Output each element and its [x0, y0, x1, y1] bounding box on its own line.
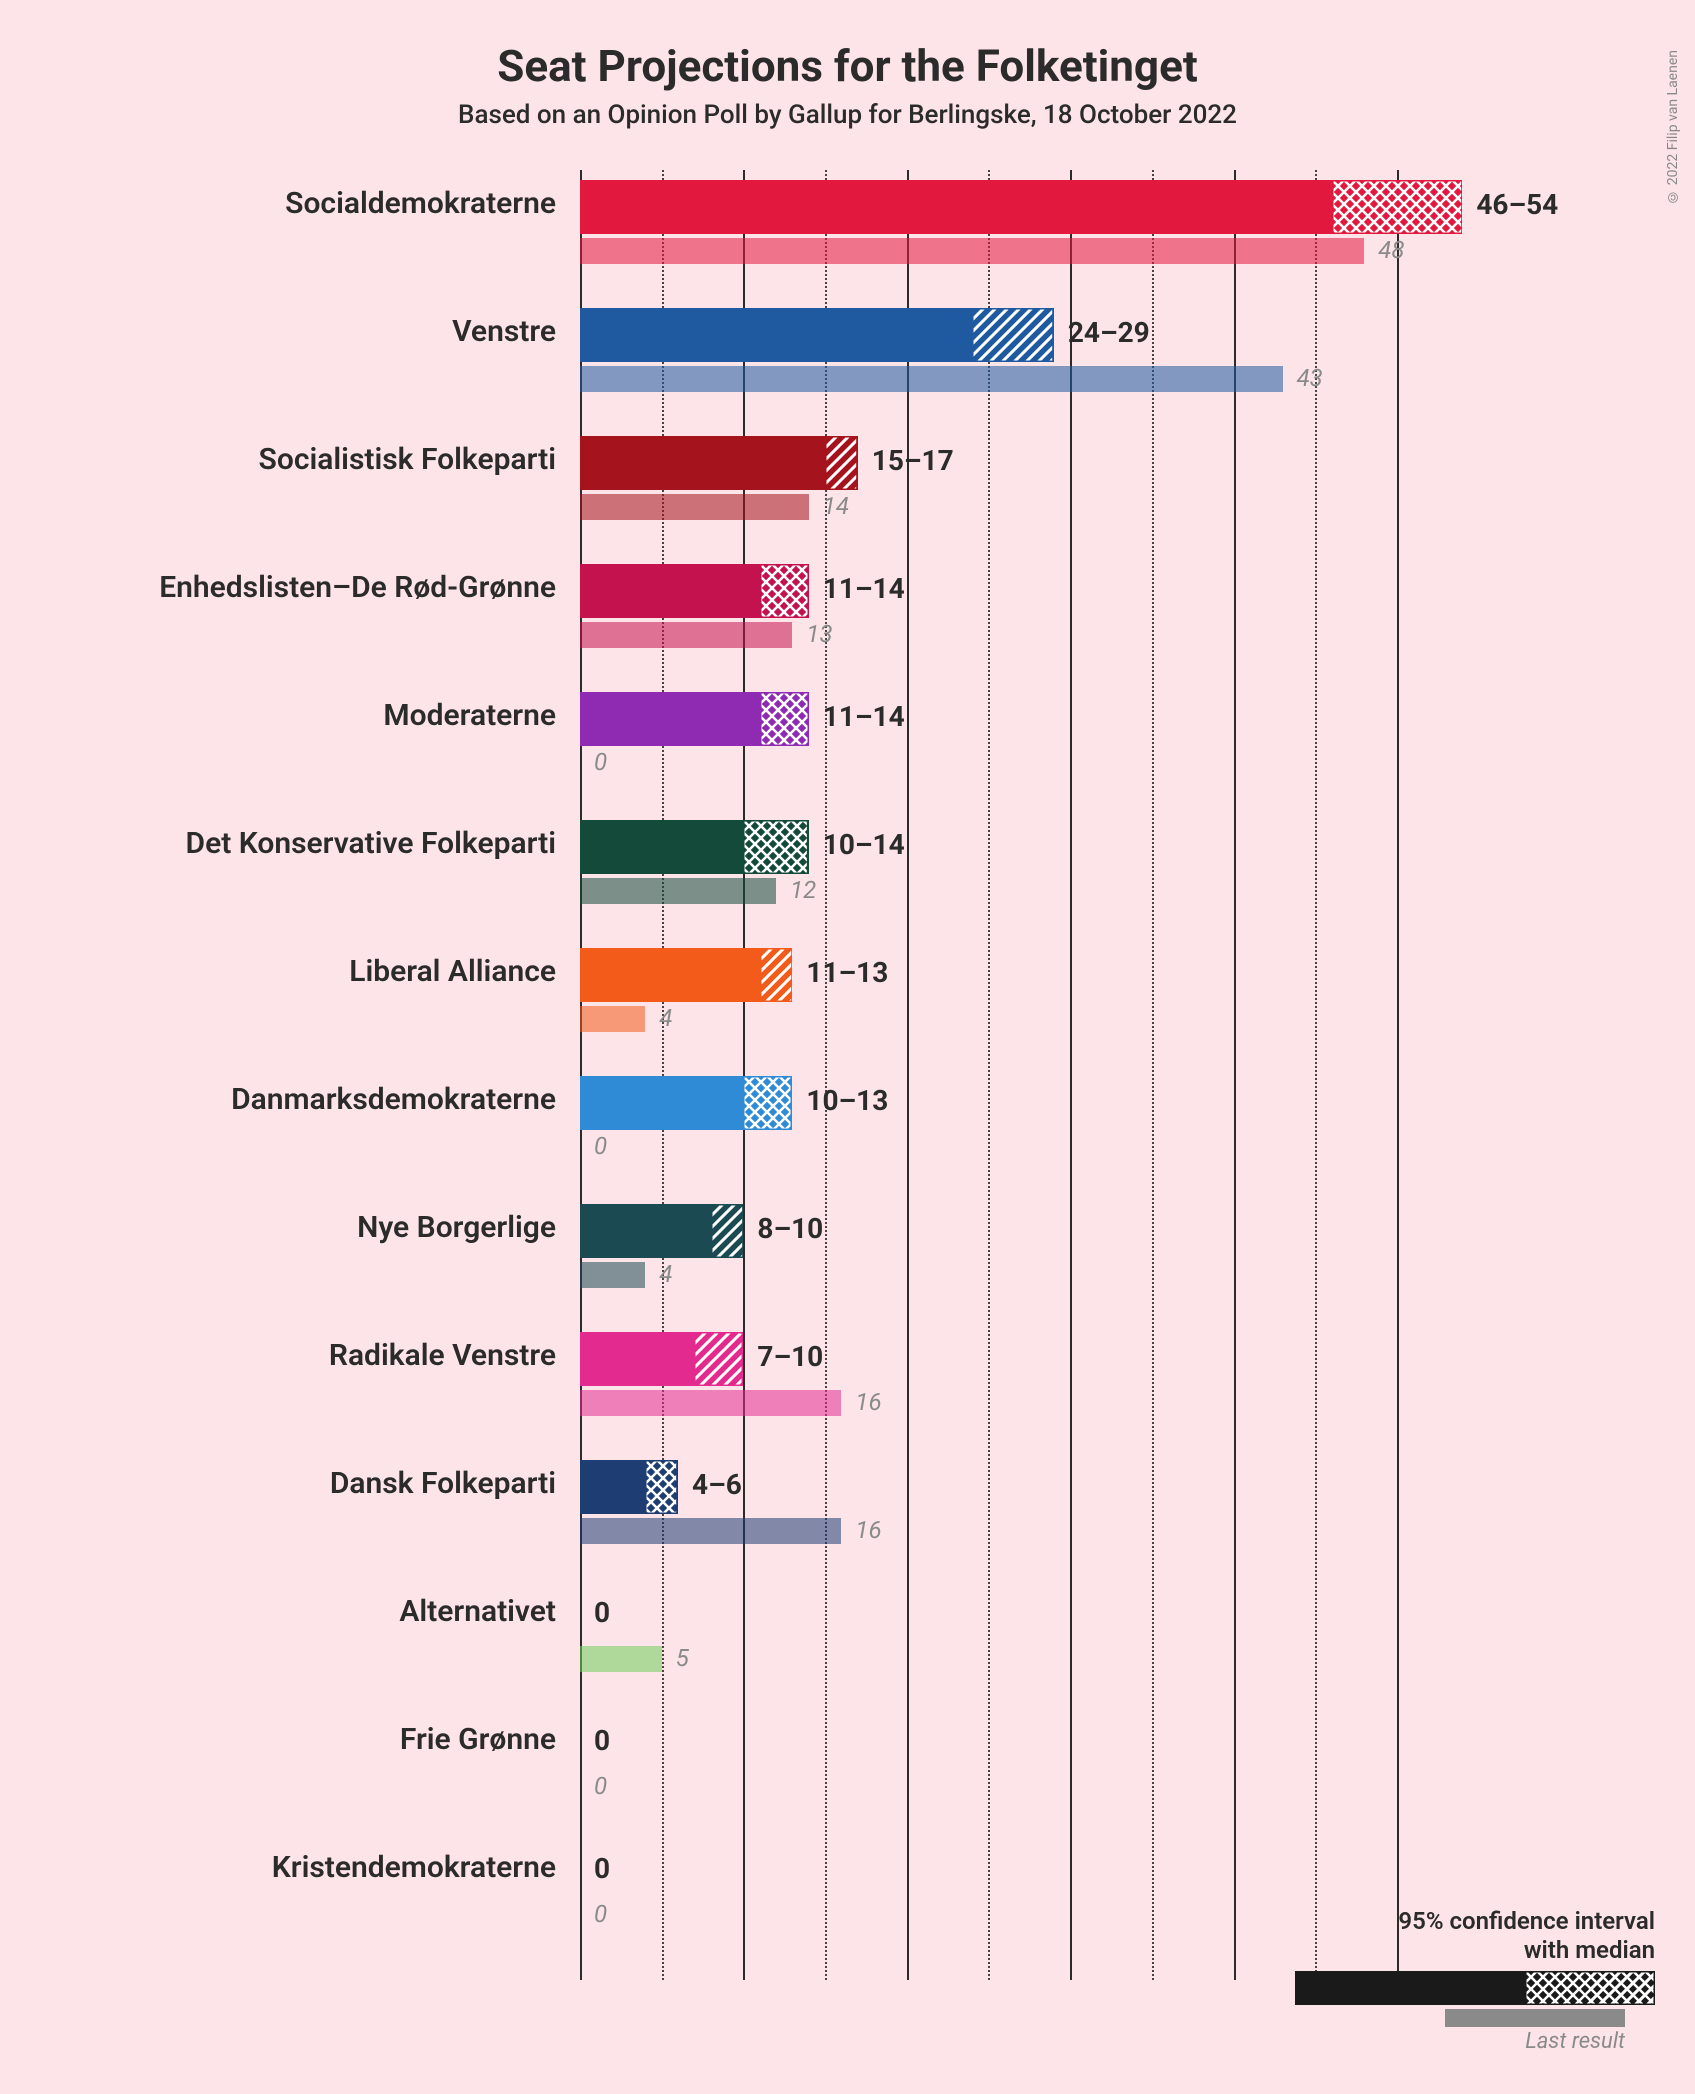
- party-label: Kristendemokraterne: [272, 1850, 580, 1885]
- value-label: 4–6: [692, 1468, 742, 1501]
- chart-title: Seat Projections for the Folketinget: [60, 40, 1635, 92]
- party-row: Dansk Folkeparti4–616: [580, 1450, 1495, 1578]
- chart-rows: Socialdemokraterne46–5448Venstre24–2943S…: [580, 170, 1495, 1962]
- bar-ci: [711, 1204, 744, 1258]
- last-label: 0: [594, 1772, 607, 1800]
- last-label: 0: [594, 1132, 607, 1160]
- bar-last: [580, 1262, 645, 1288]
- last-label: 12: [790, 876, 816, 904]
- last-label: 4: [659, 1004, 672, 1032]
- value-label: 8–10: [757, 1212, 823, 1245]
- last-label: 13: [806, 620, 832, 648]
- value-label: 15–17: [872, 444, 954, 477]
- party-label: Nye Borgerlige: [357, 1210, 580, 1245]
- value-label: 10–13: [806, 1084, 888, 1117]
- value-label: 0: [594, 1852, 610, 1885]
- value-label: 24–29: [1068, 316, 1150, 349]
- bar-last: [580, 1518, 841, 1544]
- party-row: Socialistisk Folkeparti15–1714: [580, 426, 1495, 554]
- last-label: 0: [594, 1900, 607, 1928]
- bar-last: [580, 238, 1364, 264]
- last-label: 4: [659, 1260, 672, 1288]
- bar-main: [580, 180, 1332, 234]
- bar-main: [580, 1076, 743, 1130]
- party-row: Moderaterne11–140: [580, 682, 1495, 810]
- bar-main: [580, 308, 972, 362]
- bar-last: [580, 1006, 645, 1032]
- bar-ci: [760, 564, 809, 618]
- party-label: Dansk Folkeparti: [330, 1466, 580, 1501]
- bar-last: [580, 494, 809, 520]
- value-label: 11–14: [823, 700, 905, 733]
- value-label: 7–10: [757, 1340, 823, 1373]
- value-label: 11–14: [823, 572, 905, 605]
- bar-ci: [825, 436, 858, 490]
- last-label: 14: [823, 492, 849, 520]
- bar-main: [580, 1460, 645, 1514]
- legend: 95% confidence interval with median Last…: [1295, 1907, 1655, 2054]
- bar-main: [580, 948, 760, 1002]
- legend-title: 95% confidence interval with median: [1295, 1907, 1655, 1965]
- party-row: Alternativet05: [580, 1578, 1495, 1706]
- party-label: Moderaterne: [383, 698, 580, 733]
- legend-bar-last: [1445, 2009, 1625, 2027]
- bar-last: [580, 878, 776, 904]
- party-label: Radikale Venstre: [329, 1338, 580, 1373]
- party-label: Socialdemokraterne: [285, 186, 580, 221]
- bar-main: [580, 1204, 711, 1258]
- party-label: Alternativet: [399, 1594, 580, 1629]
- party-label: Enhedslisten–De Rød-Grønne: [159, 570, 580, 605]
- bar-last: [580, 1646, 662, 1672]
- bar-last: [580, 622, 792, 648]
- bar-ci: [743, 1076, 792, 1130]
- bar-ci: [694, 1332, 743, 1386]
- value-label: 10–14: [823, 828, 905, 861]
- bar-ci: [760, 948, 793, 1002]
- copyright: © 2022 Filip van Laenen: [1665, 50, 1681, 205]
- value-label: 46–54: [1476, 188, 1558, 221]
- chart-subtitle: Based on an Opinion Poll by Gallup for B…: [60, 100, 1635, 130]
- last-label: 43: [1297, 364, 1323, 392]
- bar-ci: [743, 820, 808, 874]
- legend-bar-main: [1295, 1971, 1655, 2005]
- party-row: Det Konservative Folkeparti10–1412: [580, 810, 1495, 938]
- last-label: 0: [594, 748, 607, 776]
- party-row: Liberal Alliance11–134: [580, 938, 1495, 1066]
- party-row: Venstre24–2943: [580, 298, 1495, 426]
- bar-ci: [972, 308, 1054, 362]
- party-label: Venstre: [452, 314, 580, 349]
- chart-area: Socialdemokraterne46–5448Venstre24–2943S…: [580, 170, 1495, 1980]
- legend-last-label: Last result: [1295, 2029, 1625, 2054]
- bar-main: [580, 820, 743, 874]
- party-label: Frie Grønne: [400, 1722, 580, 1757]
- last-label: 48: [1378, 236, 1404, 264]
- bar-main: [580, 564, 760, 618]
- value-label: 0: [594, 1724, 610, 1757]
- party-label: Socialistisk Folkeparti: [259, 442, 580, 477]
- bar-ci: [1332, 180, 1463, 234]
- bar-ci: [760, 692, 809, 746]
- value-label: 11–13: [806, 956, 888, 989]
- value-label: 0: [594, 1596, 610, 1629]
- bar-main: [580, 436, 825, 490]
- last-label: 5: [676, 1644, 689, 1672]
- party-label: Det Konservative Folkeparti: [186, 826, 580, 861]
- last-label: 16: [855, 1388, 881, 1416]
- last-label: 16: [855, 1516, 881, 1544]
- bar-main: [580, 1332, 694, 1386]
- bar-ci: [645, 1460, 678, 1514]
- party-label: Liberal Alliance: [349, 954, 580, 989]
- bar-main: [580, 692, 760, 746]
- party-row: Socialdemokraterne46–5448: [580, 170, 1495, 298]
- party-row: Frie Grønne00: [580, 1706, 1495, 1834]
- bar-last: [580, 1390, 841, 1416]
- party-row: Nye Borgerlige8–104: [580, 1194, 1495, 1322]
- party-row: Enhedslisten–De Rød-Grønne11–1413: [580, 554, 1495, 682]
- bar-last: [580, 366, 1283, 392]
- party-row: Radikale Venstre7–1016: [580, 1322, 1495, 1450]
- party-row: Danmarksdemokraterne10–130: [580, 1066, 1495, 1194]
- party-label: Danmarksdemokraterne: [231, 1082, 580, 1117]
- legend-bar-ci: [1525, 1971, 1655, 2005]
